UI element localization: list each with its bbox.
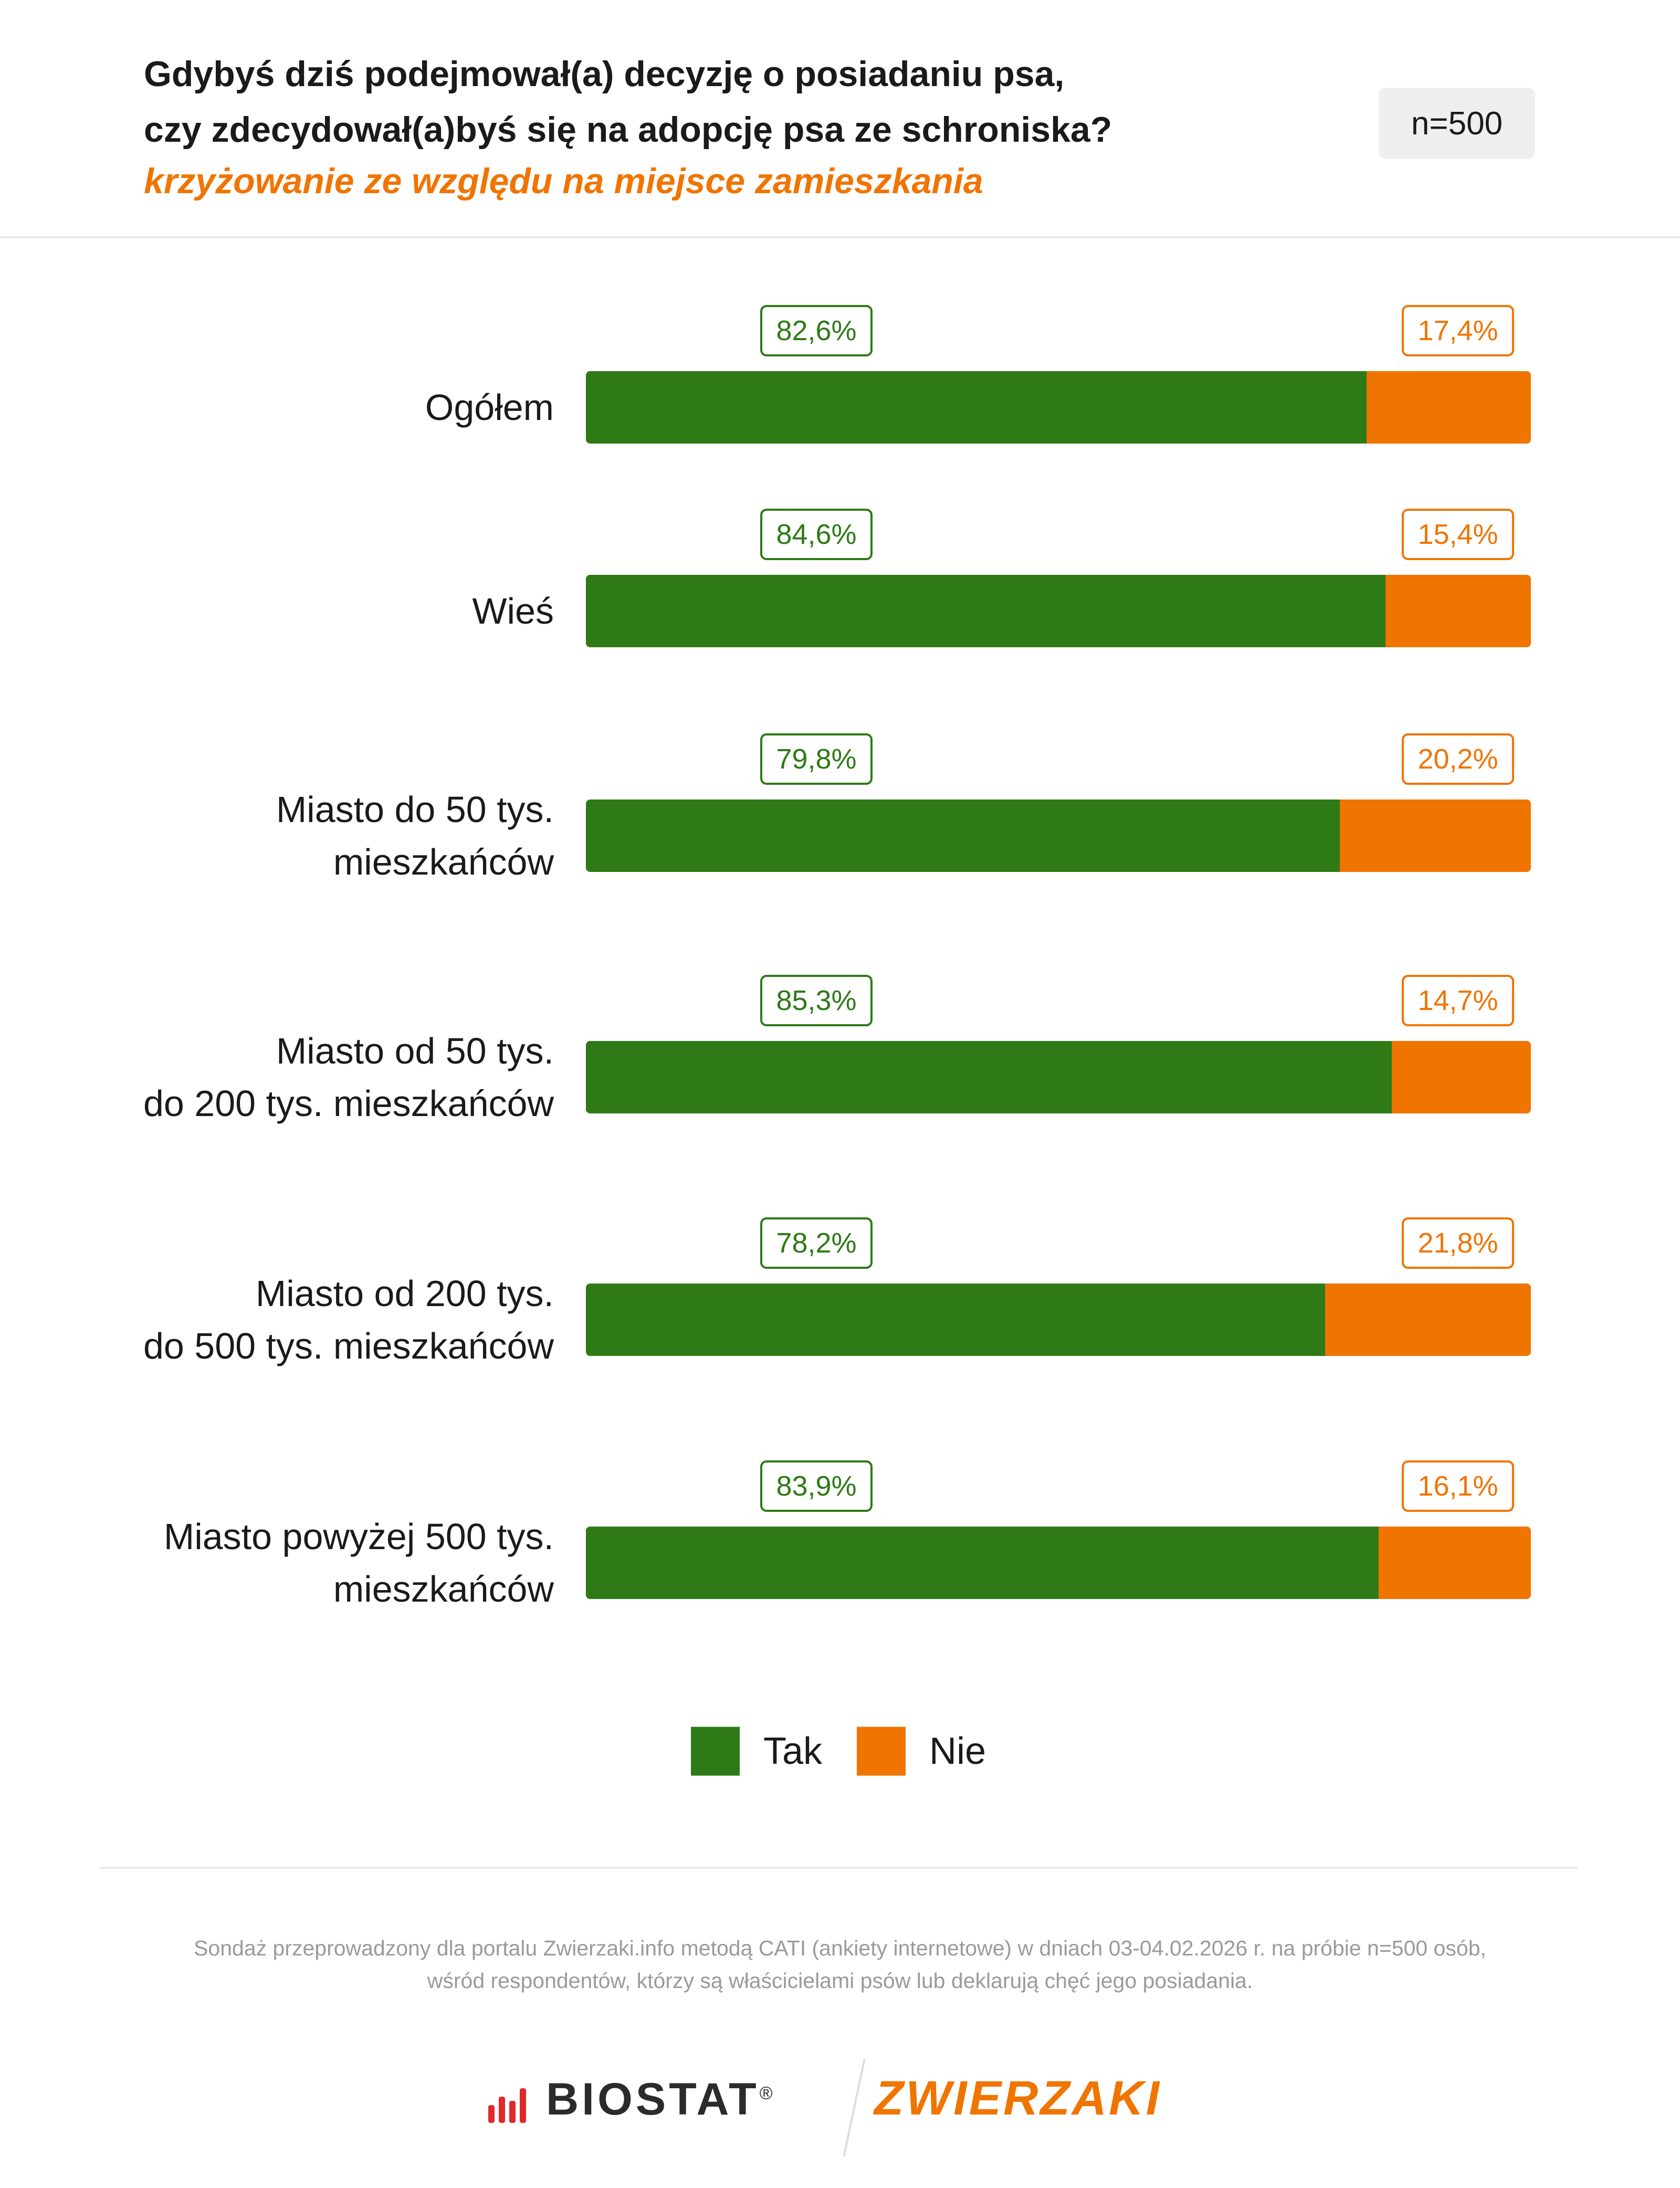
logo-mark: ® — [759, 2083, 776, 2103]
bar-segment — [1366, 371, 1531, 444]
logo-divider — [843, 2058, 866, 2157]
logo-zwierzaki: ZWIERZAKI — [874, 2071, 1162, 2125]
category-label: Miasto powyżej 500 tys. mieszkańców — [163, 1516, 554, 1610]
chart-subtitle: krzyżowanie ze względu na miejsce zamies… — [144, 161, 983, 201]
logo-text: BIOSTAT — [546, 2074, 760, 2124]
value-label: 83,9% — [760, 1460, 873, 1512]
value-label: 17,4% — [1402, 305, 1514, 356]
legend-label: Nie — [929, 1730, 986, 1772]
bar-segment — [586, 1284, 1325, 1356]
bar-segment — [586, 800, 1340, 872]
category-label: Miasto do 50 tys. mieszkańców — [276, 789, 554, 882]
bar-segment — [586, 1527, 1379, 1599]
value-label: 82,6% — [760, 305, 873, 356]
bar-segment — [586, 1041, 1392, 1113]
chart-title: Gdybyś dziś podejmował(a) decyzję o posi… — [144, 54, 1112, 150]
bar-segment — [1340, 800, 1531, 872]
bar-segment — [1392, 1041, 1531, 1113]
separator — [0, 236, 1680, 238]
bar-segment — [586, 575, 1385, 647]
value-label: 20,2% — [1402, 733, 1514, 785]
category-label: Wieś — [472, 591, 554, 632]
sample-size: n=500 — [1379, 88, 1535, 159]
category-label: Miasto od 50 tys. do 200 tys. mieszkańcó… — [143, 1030, 554, 1124]
legend-swatch — [857, 1727, 906, 1776]
bar-segment — [1379, 1527, 1531, 1599]
separator — [100, 1867, 1577, 1869]
value-label: 84,6% — [760, 509, 873, 560]
legend-label: Tak — [763, 1730, 823, 1772]
logo-icon — [488, 2088, 526, 2123]
value-label: 15,4% — [1402, 509, 1514, 560]
bar-segment — [1325, 1284, 1531, 1356]
value-label: 78,2% — [760, 1217, 873, 1269]
category-label: Ogółem — [425, 387, 554, 428]
footnote: Sondaż przeprowadzony dla portalu Zwierz… — [194, 1936, 1486, 1993]
legend-swatch — [691, 1727, 740, 1776]
bar-segment — [586, 371, 1367, 444]
value-label: 85,3% — [760, 975, 873, 1026]
category-label: Miasto od 200 tys. do 500 tys. mieszkańc… — [143, 1273, 554, 1366]
value-label: 16,1% — [1402, 1460, 1514, 1512]
value-label: 14,7% — [1402, 975, 1514, 1026]
value-label: 79,8% — [760, 733, 873, 785]
logo-biostat: BIOSTAT® — [546, 2074, 776, 2126]
value-label: 21,8% — [1402, 1217, 1514, 1269]
bar-segment — [1385, 575, 1531, 647]
